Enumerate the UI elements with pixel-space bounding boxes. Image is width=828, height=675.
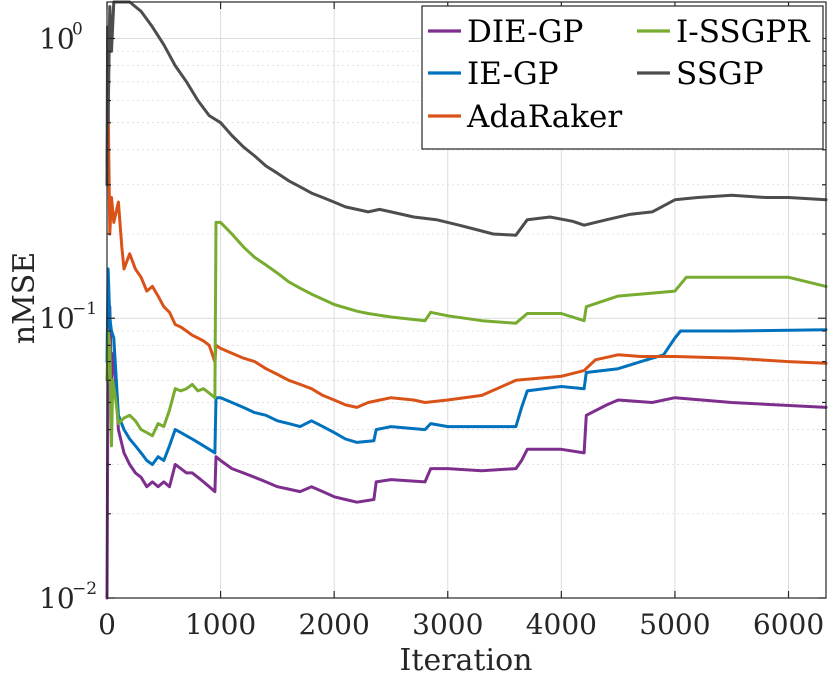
x-axis-label: Iteration xyxy=(400,643,533,675)
y-tick-base: 10 xyxy=(39,582,75,615)
legend-box xyxy=(421,5,824,150)
legend-entry: AdaRaker xyxy=(428,99,622,135)
x-tick-label: 0 xyxy=(98,608,116,641)
series-line-adaraker xyxy=(105,99,828,409)
plot-frame xyxy=(106,1,827,599)
legend-label: IE-GP xyxy=(467,56,559,92)
y-tick-exponent: −2 xyxy=(72,579,97,599)
legend-entry: DIE-GP xyxy=(428,14,583,50)
y-tick-label: 10−1 xyxy=(39,299,97,335)
x-tick-label: 1000 xyxy=(185,608,256,641)
y-tick-exponent: −1 xyxy=(72,299,97,319)
x-tick-label: 4000 xyxy=(526,608,597,641)
series-line-die-gp xyxy=(105,305,828,600)
y-tick-label: 10−2 xyxy=(39,579,97,615)
series-line-ie-gp xyxy=(105,267,828,466)
series-line-ssgp xyxy=(105,0,828,237)
x-tick-label: 5000 xyxy=(639,608,710,641)
legend-label: DIE-GP xyxy=(467,14,583,50)
y-tick-label: 100 xyxy=(39,19,83,55)
series-line-i-ssgpr xyxy=(105,220,828,448)
x-tick-label: 3000 xyxy=(412,608,483,641)
x-tick-label: 6000 xyxy=(753,608,824,641)
legend-label: AdaRaker xyxy=(466,99,622,135)
legend-entry: I-SSGPR xyxy=(637,14,811,50)
y-tick-base: 10 xyxy=(39,302,75,335)
y-tick-exponent: 0 xyxy=(72,19,83,39)
legend: DIE-GP IE-GP AdaRaker I-SSGPR SSGP xyxy=(421,5,824,150)
legend-label: SSGP xyxy=(676,56,764,92)
series-group xyxy=(105,0,828,600)
legend-entry: SSGP xyxy=(637,56,764,92)
y-axis-label: nMSE xyxy=(7,252,42,345)
legend-entry: IE-GP xyxy=(428,56,559,92)
y-tick-base: 10 xyxy=(39,22,75,55)
x-tick-label: 2000 xyxy=(299,608,370,641)
legend-label: I-SSGPR xyxy=(676,14,811,50)
